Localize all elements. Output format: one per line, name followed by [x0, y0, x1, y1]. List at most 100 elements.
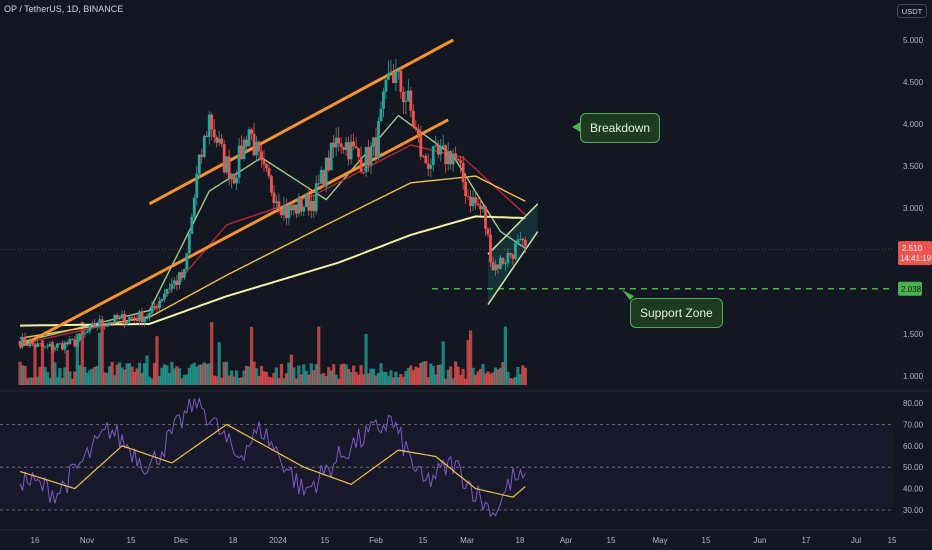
volume-bar: [244, 365, 249, 385]
volume-bar: [329, 370, 333, 385]
candle-body: [130, 317, 134, 318]
volume-bar: [28, 377, 32, 385]
breakdown-annotation[interactable]: Breakdown: [580, 113, 661, 143]
rsi-tick-label: 50.00: [903, 463, 924, 472]
candle-body: [240, 145, 243, 160]
candle-body: [471, 197, 475, 207]
candle-body: [120, 314, 124, 317]
time-tick-label: 17: [802, 536, 811, 545]
candle-body: [227, 156, 231, 180]
volume-bar: [65, 350, 69, 385]
candle-body: [217, 138, 221, 143]
candle-body: [513, 243, 517, 259]
currency-button[interactable]: USDT: [897, 4, 927, 18]
volume-bar: [202, 362, 206, 385]
volume-bar: [518, 374, 522, 385]
volume-bar: [379, 363, 383, 385]
volume-bar: [404, 371, 408, 385]
candle-body: [354, 146, 358, 149]
volume-bar: [279, 363, 284, 385]
volume-bar: [58, 368, 62, 385]
candle-body: [406, 90, 410, 102]
candle-body: [451, 153, 455, 165]
volume-bar: [135, 368, 139, 385]
volume-bar: [162, 364, 167, 385]
candle-body: [215, 137, 219, 143]
time-tick-label: Apr: [560, 536, 573, 545]
candle-body: [267, 168, 271, 177]
volume-bar: [152, 362, 157, 385]
volume-bar: [220, 377, 224, 385]
support-level-label: 2.038: [901, 285, 922, 294]
volume-bar: [272, 372, 276, 385]
volume-bar: [361, 374, 366, 385]
candle-body: [382, 91, 385, 109]
candle-body: [68, 338, 72, 345]
volume-bar: [451, 378, 455, 385]
candle-body: [177, 272, 181, 285]
volume-bar: [394, 371, 398, 385]
volume-bar: [170, 361, 174, 385]
volume-bar: [317, 326, 321, 385]
candle-body: [511, 254, 515, 259]
volume-bar: [481, 363, 485, 385]
volume-bar: [332, 364, 336, 385]
symbol-title[interactable]: OP / TetherUS, 1D, BINANCE: [4, 4, 124, 14]
time-tick-label: Jun: [754, 536, 767, 545]
volume-bar: [262, 371, 266, 385]
volume-bar: [309, 363, 313, 385]
candle-body: [90, 323, 94, 326]
candle-body: [33, 344, 37, 348]
volume-bar: [396, 377, 401, 385]
candle-body: [257, 141, 261, 152]
candle-body: [150, 305, 154, 314]
candle-body: [270, 176, 273, 193]
volume-bar: [356, 374, 361, 385]
rsi-tick-label: 40.00: [903, 485, 924, 494]
candle-body: [58, 343, 62, 345]
volume-bar: [177, 368, 181, 385]
price-tick-label: 1.500: [903, 330, 924, 339]
candle-body: [347, 142, 351, 160]
time-tick-label: 15: [127, 536, 136, 545]
countdown-label: 14:41:19: [900, 254, 932, 263]
volume-bar: [516, 367, 520, 385]
candle-body: [197, 154, 201, 174]
candle-body: [185, 253, 189, 270]
candle-body: [168, 288, 171, 290]
candle-body: [210, 114, 214, 130]
volume-bar: [60, 377, 64, 385]
candle-body: [93, 323, 97, 328]
support-level-tag: [898, 281, 922, 296]
volume-bar: [227, 375, 231, 385]
volume-bar: [68, 371, 72, 385]
candle-body: [317, 183, 321, 185]
volume-bar: [108, 366, 112, 385]
candle-body: [108, 322, 112, 325]
candle-body: [352, 141, 355, 147]
time-tick-label: 16: [31, 536, 40, 545]
candle-body: [337, 137, 341, 144]
candle-body: [421, 155, 425, 157]
volume-bar: [210, 322, 214, 385]
volume-bar: [90, 368, 94, 385]
volume-bar: [88, 370, 92, 385]
candle-body: [222, 143, 226, 173]
volume-bar: [501, 361, 505, 385]
candle-body: [302, 207, 306, 212]
volume-bar: [155, 336, 159, 385]
volume-bar: [468, 330, 473, 385]
volume-bar: [33, 344, 37, 385]
grid: [0, 390, 932, 531]
support-zone-annotation[interactable]: Support Zone: [630, 298, 723, 328]
candle-body: [518, 238, 522, 240]
candle-body: [205, 135, 209, 137]
volume-bar: [195, 366, 199, 385]
volume-bar: [23, 365, 27, 385]
candle-body: [143, 317, 146, 323]
volume-bar: [364, 334, 368, 385]
volume-bar: [369, 368, 373, 385]
volume-bar: [456, 366, 460, 385]
candle-body: [237, 145, 241, 178]
